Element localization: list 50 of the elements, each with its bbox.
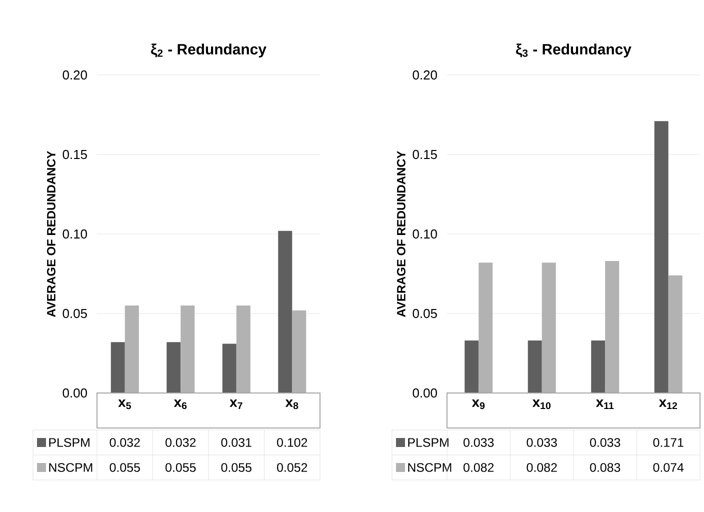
chart-title: ξ$_{2}$ - Redundancy [151, 44, 266, 58]
y-axis-title: AVERAGE OF REDUNDANCY [46, 150, 56, 317]
bar [464, 340, 479, 393]
y-tick-label: 0.00 [412, 388, 437, 398]
x-tick-label: x$_{10}$ [532, 400, 551, 410]
data-label: 0.083 [590, 463, 620, 472]
x-tick-label: x$_{12}$ [658, 400, 678, 410]
x-tick-label: x$_{6}$ [174, 400, 187, 410]
legend-label: NSCPM [408, 463, 452, 472]
legend-label: PLSPM [408, 438, 448, 447]
y-tick-label: 0.15 [412, 150, 437, 160]
data-label: 0.055 [110, 463, 140, 472]
data-label: 0.102 [277, 438, 308, 447]
bar [528, 340, 542, 393]
data-label: 0.074 [653, 463, 684, 472]
y-tick-label: 0.15 [62, 150, 87, 160]
data-label: 0.033 [464, 438, 494, 447]
x-tick-label: x$_{11}$ [596, 400, 614, 410]
legend-label: NSCPM [49, 463, 92, 472]
legend-label: PLSPM [49, 438, 90, 447]
y-tick-label: 0.00 [62, 388, 87, 398]
bar [222, 344, 236, 393]
y-axis-title: AVERAGE OF REDUNDANCY [396, 150, 406, 317]
data-label: 0.082 [526, 463, 557, 472]
data-label: 0.055 [166, 463, 196, 472]
bar [278, 230, 292, 393]
data-label: 0.032 [110, 438, 140, 447]
bar [110, 342, 125, 393]
data-label: 0.033 [590, 438, 620, 447]
y-tick-label: 0.20 [412, 70, 437, 80]
bar [654, 121, 668, 393]
y-tick-label: 0.05 [62, 308, 87, 318]
data-label: 0.031 [221, 438, 252, 447]
y-tick-label: 0.10 [62, 229, 87, 239]
x-tick-label: x$_{5}$ [118, 400, 131, 410]
data-label: 0.033 [526, 438, 557, 447]
x-tick-label: x$_{9}$ [472, 400, 485, 410]
bar [166, 342, 181, 393]
data-label: 0.171 [653, 438, 684, 447]
data-label: 0.032 [166, 438, 196, 447]
x-tick-label: x$_{7}$ [230, 400, 242, 410]
data-label: 0.055 [221, 463, 252, 472]
x-tick-label: x$_{8}$ [285, 400, 298, 410]
data-label: 0.082 [464, 463, 494, 472]
chart-title: ξ$_{3}$ - Redundancy [516, 44, 632, 58]
y-tick-label: 0.05 [412, 308, 437, 318]
data-label: 0.052 [277, 463, 308, 472]
bar [591, 340, 606, 393]
y-tick-label: 0.20 [62, 70, 87, 80]
y-tick-label: 0.10 [412, 229, 437, 239]
